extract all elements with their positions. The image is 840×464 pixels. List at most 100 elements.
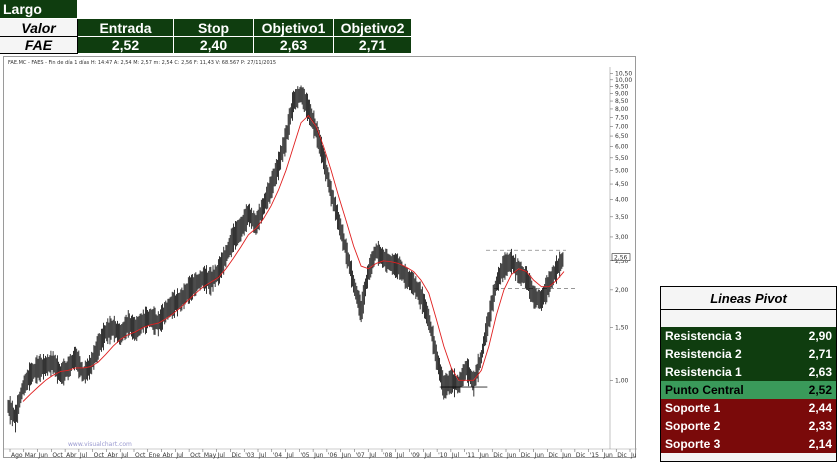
last-price-tag-box	[611, 253, 631, 261]
x-tick-label: Dic	[617, 452, 627, 459]
pivot-row-soporte-1: Soporte 1 2,44	[661, 399, 836, 417]
pivot-value: 2,63	[808, 365, 832, 379]
x-tick-label: Jun	[478, 452, 489, 459]
y-tick-label: 6,00	[615, 143, 629, 150]
y-tick-label: 9,50	[615, 84, 629, 91]
chart-header: FAE.MC - FAES - Fin de día 1 días H: 14:…	[8, 59, 276, 66]
price-bars	[7, 85, 564, 433]
x-tick-label: Jun	[313, 452, 324, 459]
x-tick-label: '07	[355, 452, 364, 459]
price-chart[interactable]: FAE.MC - FAES - Fin de día 1 días H: 14:…	[3, 56, 637, 459]
y-tick-label: 7,50	[615, 114, 629, 121]
pivot-row-resistencia-1: Resistencia 1 2,63	[661, 363, 836, 381]
col-header-objetivo2: Objetivo2	[334, 19, 412, 37]
x-tick-label: Oct	[190, 452, 201, 459]
x-tick-label: Jul	[396, 452, 405, 459]
x-tick-label: '04	[273, 452, 282, 459]
value-stop: 2,40	[174, 37, 254, 54]
pivot-row-resistencia-2: Resistencia 2 2,71	[661, 345, 836, 363]
direction-label: Largo	[0, 0, 78, 19]
y-tick-label: 8,00	[615, 106, 629, 113]
watermark: www.visualchart.com	[68, 441, 132, 448]
pivot-title: Lineas Pivot	[661, 287, 836, 310]
pivot-value: 2,14	[808, 437, 832, 451]
price-chart-svg[interactable]: FAE.MC - FAES - Fin de día 1 días H: 14:…	[4, 57, 637, 459]
x-tick-label: Jul	[368, 452, 377, 459]
x-tick-label: Dic	[548, 452, 558, 459]
x-tick-label: Oct	[135, 452, 146, 459]
col-header-objetivo1: Objetivo1	[254, 19, 334, 37]
x-axis: Ago Mar Jun Oct Abr Jul Oct Abr Jul Oct Ene Abr Jul O…	[9, 449, 637, 459]
x-tick-label: Abr	[107, 452, 118, 459]
pivot-value: 2,44	[808, 401, 832, 415]
x-tick-label: '08	[383, 452, 392, 459]
row-label-header: Valor	[0, 19, 78, 37]
x-tick-label: Jun	[341, 452, 352, 459]
pivot-value: 2,52	[808, 383, 832, 397]
last-price-tag: 2,56	[614, 255, 628, 262]
x-tick-label: Mar	[25, 452, 37, 459]
pivot-value: 2,33	[808, 419, 832, 433]
value-entrada: 2,52	[78, 37, 174, 54]
x-tick-label: Jun	[506, 452, 517, 459]
value-objetivo2: 2,71	[334, 37, 412, 54]
y-tick-label: 1,00	[615, 377, 629, 384]
x-tick-label: Jul	[451, 452, 460, 459]
x-tick-label: Oct	[94, 452, 105, 459]
x-tick-label: Jul	[120, 452, 129, 459]
pivot-row-resistencia-3: Resistencia 3 2,90	[661, 327, 836, 345]
col-header-stop: Stop	[174, 19, 254, 37]
col-header-entrada: Entrada	[78, 19, 174, 37]
pivot-row-soporte-3: Soporte 3 2,14	[661, 435, 836, 453]
pivot-label: Resistencia 3	[665, 329, 742, 343]
symbol-cell: FAE	[0, 37, 78, 54]
x-tick-label: Dic	[521, 452, 531, 459]
x-tick-label: Jun	[561, 452, 572, 459]
y-tick-label: 6,50	[615, 133, 629, 140]
pivot-label: Resistencia 2	[665, 347, 742, 361]
pivot-value: 2,71	[808, 347, 832, 361]
x-tick-label: '11	[466, 452, 475, 459]
x-tick-label: Jun	[602, 452, 613, 459]
pivot-label: Resistencia 1	[665, 365, 742, 379]
y-tick-label: 4,00	[615, 196, 629, 203]
pivot-label: Punto Central	[665, 383, 744, 397]
y-tick-label: 7,00	[615, 123, 629, 130]
x-tick-label: Jul	[175, 452, 184, 459]
x-tick-label: Jul	[258, 452, 267, 459]
y-tick-label: 3,00	[615, 234, 629, 241]
moving-average-line	[22, 114, 565, 402]
y-tick-label: 2,00	[615, 287, 629, 294]
x-tick-label: Dic	[493, 452, 503, 459]
x-tick-label: Abr	[163, 452, 174, 459]
x-tick-label: Abr	[66, 452, 77, 459]
x-tick-label: '15	[590, 452, 599, 459]
y-tick-label: 10,50	[615, 70, 632, 77]
pivot-label: Soporte 2	[665, 419, 721, 433]
y-tick-label: 8,50	[615, 98, 629, 105]
x-tick-label: Ago	[11, 452, 23, 459]
x-tick-label: '10	[438, 452, 447, 459]
y-tick-label: 1,50	[615, 324, 629, 331]
y-tick-label: 9,00	[615, 91, 629, 98]
y-tick-label: 10,00	[615, 77, 632, 84]
y-tick-label: 4,50	[615, 181, 629, 188]
x-tick-label: '03	[245, 452, 254, 459]
x-tick-label: '09	[411, 452, 420, 459]
pivot-label: Soporte 3	[665, 437, 721, 451]
value-objetivo1: 2,63	[254, 37, 334, 54]
x-tick-label: May	[204, 452, 217, 459]
x-tick-label: Ene	[149, 452, 161, 459]
pivot-row-punto-central: Punto Central 2,52	[661, 381, 836, 399]
y-tick-label: 2,50	[615, 258, 629, 265]
x-tick-label: Jul	[79, 452, 88, 459]
y-tick-label: 5,50	[615, 155, 629, 162]
x-tick-label: Jun	[630, 452, 637, 459]
pivot-row-soporte-2: Soporte 2 2,33	[661, 417, 836, 435]
pivot-label: Soporte 1	[665, 401, 721, 415]
x-tick-label: Jul	[423, 452, 432, 459]
y-tick-label: 3,50	[615, 214, 629, 221]
x-tick-label: '05	[300, 452, 309, 459]
x-tick-label: Jun	[534, 452, 545, 459]
x-tick-label: Dic	[576, 452, 586, 459]
